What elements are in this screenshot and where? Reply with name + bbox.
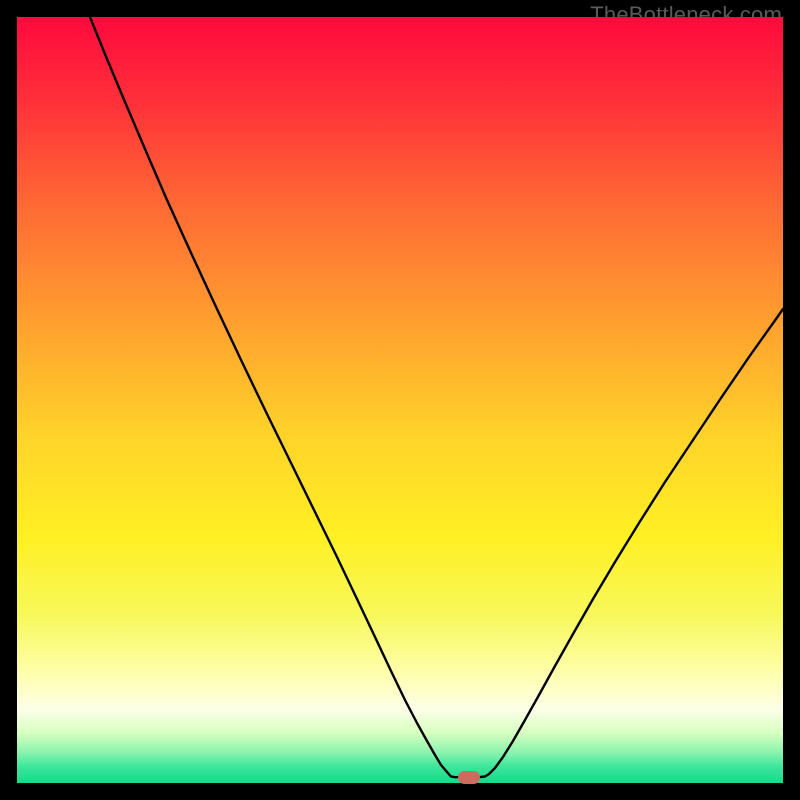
chart-frame: TheBottleneck.com [0,0,800,800]
plot-area [17,17,783,783]
bottleneck-curve [17,17,783,783]
min-marker [458,771,480,784]
